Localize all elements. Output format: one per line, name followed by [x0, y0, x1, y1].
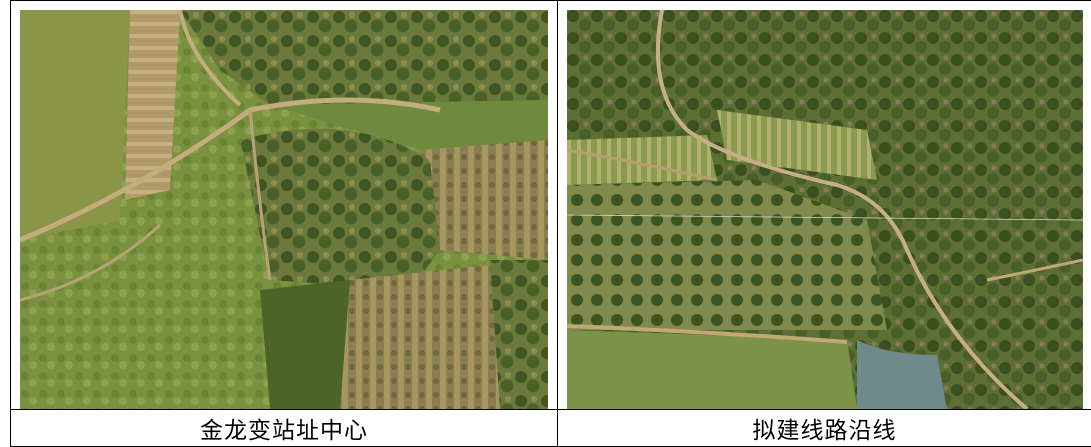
photo-table: 金龙变站址中心 拟建线路沿线	[10, 0, 1091, 447]
caption-cell-right: 拟建线路沿线	[558, 410, 1091, 447]
photo-cell-left	[11, 1, 558, 410]
photo-cell-right	[558, 1, 1091, 410]
aerial-photo-line-route	[567, 10, 1083, 409]
caption-cell-left: 金龙变站址中心	[11, 410, 558, 447]
photo-caption: 金龙变站址中心	[200, 418, 368, 444]
photo-caption: 拟建线路沿线	[753, 418, 897, 444]
aerial-photo-substation-site	[20, 10, 548, 409]
